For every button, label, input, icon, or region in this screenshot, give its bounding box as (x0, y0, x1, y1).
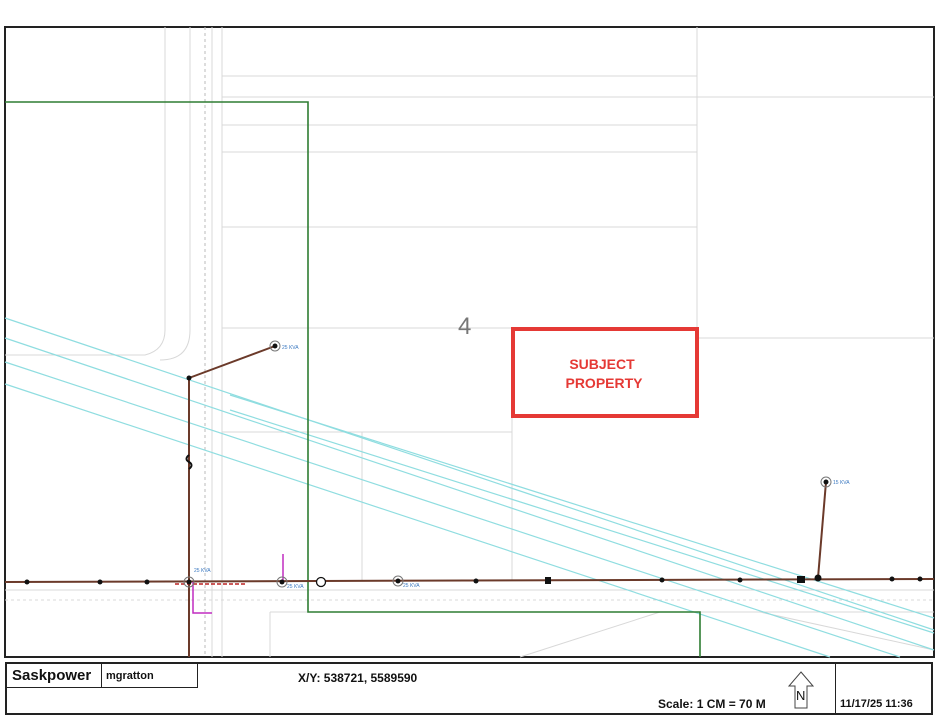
map-frame (4, 26, 935, 658)
company-name: Saskpower (12, 667, 92, 684)
subject-property-box (511, 327, 699, 418)
user-name: mgratton (106, 670, 154, 682)
parcel-lines (5, 27, 935, 658)
highway-lines (4, 317, 935, 658)
north-arrow-icon (787, 671, 815, 709)
company-box (7, 664, 198, 688)
date-time: 11/17/25 11:36 (840, 698, 913, 710)
transformer-label: 25 KVA (282, 345, 299, 351)
transformer-label: 25 KVA (287, 584, 304, 590)
scale-text: Scale: 1 CM = 70 M (658, 697, 766, 711)
north-label: N (796, 688, 806, 703)
transformer-label: 15 KVA (833, 480, 850, 486)
title-block: Saskpower mgratton X/Y: 538721, 5589590 … (5, 662, 933, 715)
service-lines (192, 554, 284, 614)
property-boundary (5, 101, 701, 657)
coordinates: X/Y: 538721, 5589590 (298, 671, 418, 685)
transformer-label: 25 KVA (194, 568, 211, 574)
transformers (183, 340, 832, 588)
parcel-number: 4 (458, 313, 471, 340)
divider (835, 664, 836, 714)
transformer-label: 25 KVA (403, 583, 420, 589)
subject-label: PROPERTY (565, 375, 643, 391)
switch-symbol (185, 454, 193, 470)
power-lines (4, 345, 935, 657)
divider (101, 664, 102, 687)
subject-label: SUBJECT (569, 356, 635, 372)
poles (24, 375, 923, 585)
